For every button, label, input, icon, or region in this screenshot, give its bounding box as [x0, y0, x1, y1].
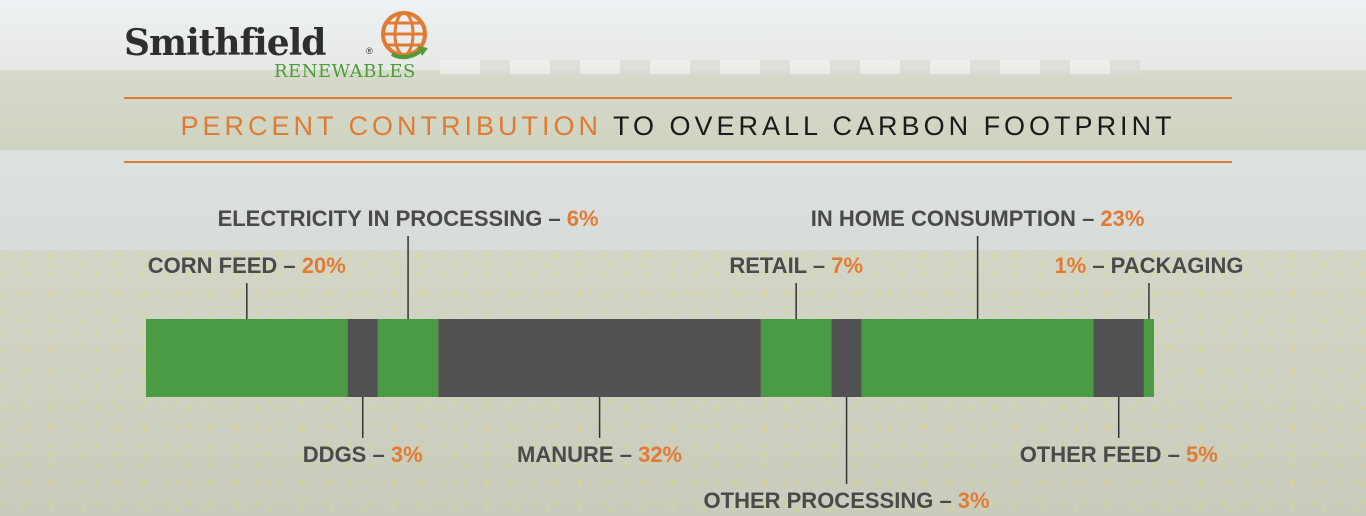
segment-label-part-retail-1: – [807, 253, 831, 278]
bar-segment-packaging [1143, 319, 1154, 397]
segment-label-part-manure-2: 32% [638, 442, 682, 467]
background-field [0, 70, 1366, 160]
segment-label-part-manure-1: – [614, 442, 638, 467]
segment-label-retail: RETAIL – 7% [729, 253, 863, 278]
chart-title-rest: TO OVERALL CARBON FOOTPRINT [612, 111, 1176, 141]
segment-label-part-other-processing-2: 3% [958, 488, 990, 513]
segment-label-part-corn-feed-0: CORN FEED [148, 253, 278, 278]
bar-segment-ddgs [347, 319, 378, 397]
background-sky [0, 0, 1366, 70]
segment-label-part-packaging-1: – [1086, 253, 1110, 278]
segment-label-part-manure-0: MANURE [517, 442, 614, 467]
segment-label-part-other-feed-0: OTHER FEED [1020, 442, 1162, 467]
segment-label-part-in-home-consumption-1: – [1076, 206, 1100, 231]
chart-title: PERCENT CONTRIBUTION TO OVERALL CARBON F… [124, 111, 1232, 142]
brand-logo: Smithfield ® RENEWABLES [124, 10, 444, 85]
segment-label-corn-feed: CORN FEED – 20% [148, 253, 346, 278]
title-rule-bottom [124, 161, 1232, 163]
bar-segment-manure [438, 319, 761, 397]
segment-label-part-corn-feed-2: 20% [302, 253, 346, 278]
segment-label-in-home-consumption: IN HOME CONSUMPTION – 23% [811, 206, 1145, 231]
segment-label-part-ddgs-2: 3% [391, 442, 423, 467]
segment-label-ddgs: DDGS – 3% [303, 442, 423, 467]
segment-label-part-electricity-in-processing-2: 6% [567, 206, 599, 231]
segment-label-part-other-processing-1: – [933, 488, 957, 513]
segment-label-part-other-processing-0: OTHER PROCESSING [704, 488, 934, 513]
segment-label-part-packaging-0: 1% [1054, 253, 1086, 278]
title-rule-top [124, 97, 1232, 99]
segment-label-part-other-feed-1: – [1161, 442, 1185, 467]
chart-title-accent: PERCENT CONTRIBUTION [180, 111, 602, 141]
segment-label-part-corn-feed-1: – [277, 253, 301, 278]
segment-label-manure: MANURE – 32% [517, 442, 682, 467]
bar-segment-in-home-consumption [861, 319, 1094, 397]
segment-label-other-feed: OTHER FEED – 5% [1020, 442, 1218, 467]
bar-segment-retail [760, 319, 832, 397]
segment-label-part-retail-2: 7% [831, 253, 863, 278]
segment-label-other-processing: OTHER PROCESSING – 3% [704, 488, 990, 513]
bar-segment-corn-feed [146, 319, 348, 397]
segment-label-electricity-in-processing: ELECTRICITY IN PROCESSING – 6% [218, 206, 599, 231]
segment-label-part-ddgs-0: DDGS [303, 442, 367, 467]
segment-label-part-electricity-in-processing-1: – [542, 206, 566, 231]
brand-name: Smithfield [124, 22, 326, 64]
segment-label-packaging: 1% – PACKAGING [1054, 253, 1243, 278]
globe-arrow-icon [381, 11, 428, 60]
segment-label-part-other-feed-2: 5% [1186, 442, 1218, 467]
background-barns [440, 60, 1140, 74]
bar-segment-other-processing [831, 319, 862, 397]
segment-label-part-in-home-consumption-0: IN HOME CONSUMPTION [811, 206, 1076, 231]
segment-label-part-ddgs-1: – [366, 442, 390, 467]
segment-label-part-retail-0: RETAIL [729, 253, 806, 278]
bar-segment-other-feed [1093, 319, 1144, 397]
segment-label-part-electricity-in-processing-0: ELECTRICITY IN PROCESSING [218, 206, 543, 231]
bar-segment-electricity-in-processing [377, 319, 439, 397]
brand-registered-mark: ® [366, 46, 373, 56]
segment-label-part-packaging-2: PACKAGING [1111, 253, 1244, 278]
segment-label-part-in-home-consumption-2: 23% [1100, 206, 1144, 231]
brand-subtitle: RENEWABLES [274, 61, 416, 82]
